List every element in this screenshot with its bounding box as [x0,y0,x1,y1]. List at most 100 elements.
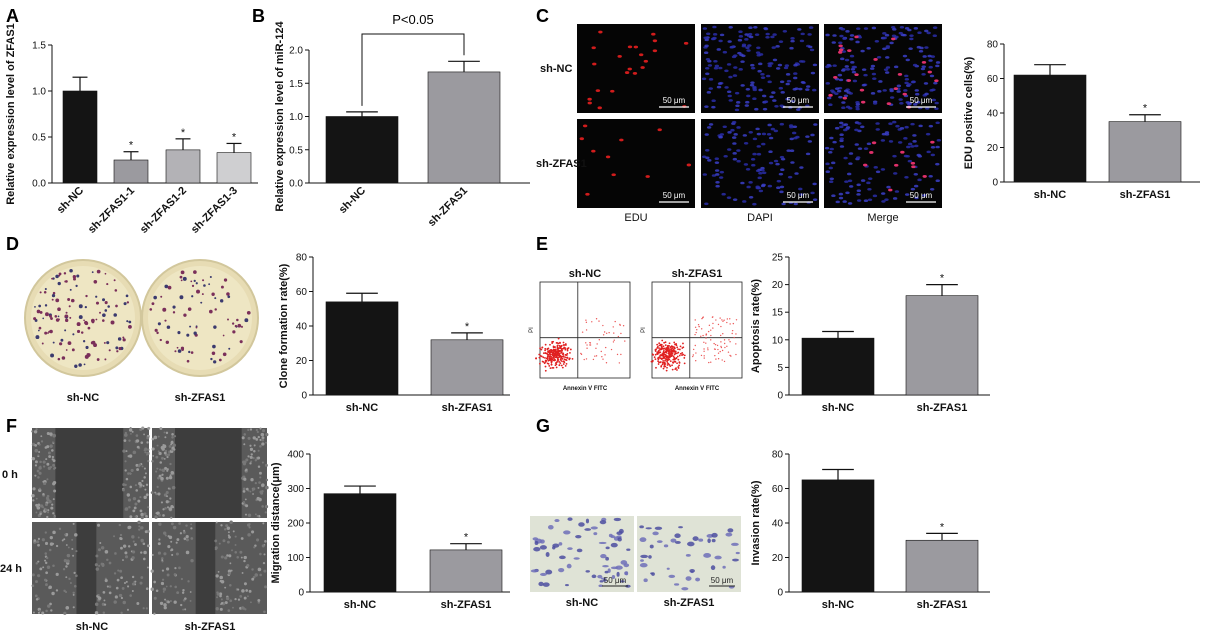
flow-x-axis-label: Annexin V FITC [563,386,608,392]
cell-speckle [250,453,253,456]
event-dot [673,360,676,363]
event-dot [719,350,721,353]
invaded-cell [685,576,692,581]
cell-speckle [247,436,251,440]
cell-speckle [261,483,265,487]
dapi-nucleus [756,152,762,156]
dapi-nucleus [856,183,861,187]
cell-speckle [37,574,41,578]
cell-speckle [40,435,43,438]
colony [122,336,125,339]
cell-speckle [236,555,239,559]
invaded-cell [532,537,539,541]
colony [123,302,127,306]
cell-speckle [190,558,194,563]
dapi-nucleus [846,172,852,176]
edu-positive-cell [828,93,833,97]
cell-speckle [32,499,35,502]
cell-speckle [143,550,147,555]
event-dot [562,352,565,355]
cell-speckle [72,593,75,596]
cell-speckle [164,436,167,439]
cell-speckle [48,499,52,504]
event-dot [564,343,567,345]
cell-speckle [182,588,185,592]
dapi-nucleus [705,66,710,70]
event-dot [544,357,546,359]
cell-speckle [231,549,233,552]
colony [193,270,197,274]
cell-speckle [243,582,247,586]
plate-inner [148,266,252,370]
cell-speckle [248,526,251,529]
cell-speckle [169,497,172,500]
cell-speckle [122,544,127,548]
colony [33,317,37,321]
dapi-nucleus [906,145,911,149]
cell-speckle [257,567,262,572]
event-dot [670,351,673,354]
event-dot [668,342,671,345]
colony [231,322,235,325]
colony [180,279,183,282]
dapi-nucleus [746,49,751,52]
cell-speckle [218,542,221,545]
cell-speckle [185,550,190,555]
cell-speckle [162,508,165,511]
event-dot [556,341,559,344]
event-dot [703,350,705,352]
colony [227,295,231,299]
dapi-nucleus [760,166,765,170]
event-dot [566,356,569,359]
cell-speckle [154,491,157,494]
dapi-nucleus [838,192,844,196]
cell-speckle [219,592,223,596]
cell-speckle [141,426,145,430]
edu-positive-cell [587,101,592,105]
cell-speckle [46,431,50,436]
colony [128,320,132,324]
dapi-nucleus [933,81,938,85]
event-dot [703,341,705,343]
dapi-nucleus [849,34,855,37]
cell-speckle [166,469,169,472]
colony [82,340,86,343]
event-dot [558,354,561,357]
scale-bar-label: 50 μm [663,96,686,105]
dapi-nucleus [766,132,772,136]
panel-letter-E: E [536,234,548,254]
event-dot [613,332,615,334]
event-dot [655,348,658,351]
event-dot [550,357,553,359]
colony [181,348,185,351]
invaded-cell [663,544,669,548]
cell-speckle [249,455,253,459]
colony [57,315,60,318]
y-tick-label: 0 [777,588,783,599]
cell-speckle [106,585,109,588]
event-dot [722,320,724,323]
cell-speckle [251,568,254,571]
dapi-nucleus [756,132,762,136]
cell-speckle [240,606,245,610]
image-label: sh-ZFAS1 [664,597,715,609]
colony [110,320,115,325]
dapi-nucleus [838,41,843,45]
dapi-nucleus [745,88,751,91]
edu-positive-cell [582,124,588,128]
dapi-nucleus [872,194,878,198]
dapi-nucleus [824,146,830,150]
event-dot [664,355,667,358]
cell-speckle [150,587,154,591]
cell-speckle [71,538,74,541]
cell-speckle [47,604,51,608]
dapi-nucleus [724,86,729,89]
colony [212,344,216,349]
cell-speckle [159,461,163,464]
cell-speckle [124,555,129,559]
cell-speckle [65,544,68,546]
event-dot [675,344,678,347]
edu-positive-cell [893,87,899,91]
edu-positive-cell [610,89,615,93]
